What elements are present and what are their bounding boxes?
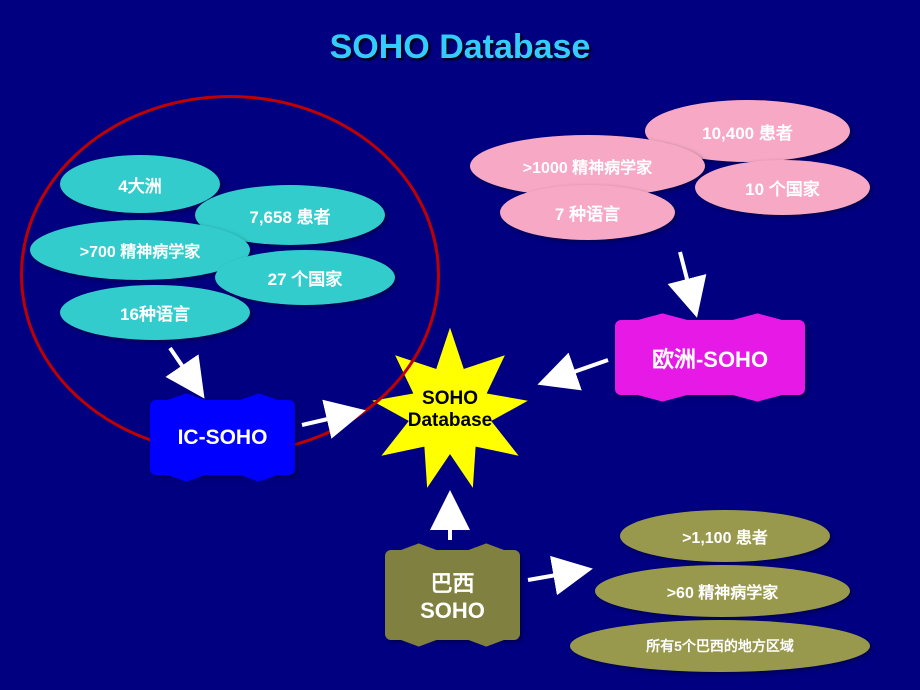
ic-ellipse-countries: 27 个国家	[215, 250, 395, 305]
eu-ellipse-languages: 7 种语言	[500, 185, 675, 240]
br-ellipse-regions: 所有5个巴西的地方区域	[570, 620, 870, 672]
center-star-label: SOHO Database	[408, 388, 493, 432]
eu-soho-banner: 欧洲-SOHO	[615, 320, 805, 395]
ic-ellipse-languages: 16种语言	[60, 285, 250, 340]
br-soho-banner: 巴西 SOHO	[385, 550, 520, 640]
br-ellipse-psychiatrists: >60 精神病学家	[595, 565, 850, 617]
eu-ellipse-countries: 10 个国家	[695, 160, 870, 215]
ic-ellipse-continents: 4大洲	[60, 155, 220, 213]
br-ellipse-patients: >1,100 患者	[620, 510, 830, 562]
center-star: SOHO Database	[360, 320, 540, 500]
ic-soho-banner: IC-SOHO	[150, 400, 295, 475]
page-title: SOHO Database	[330, 28, 591, 67]
